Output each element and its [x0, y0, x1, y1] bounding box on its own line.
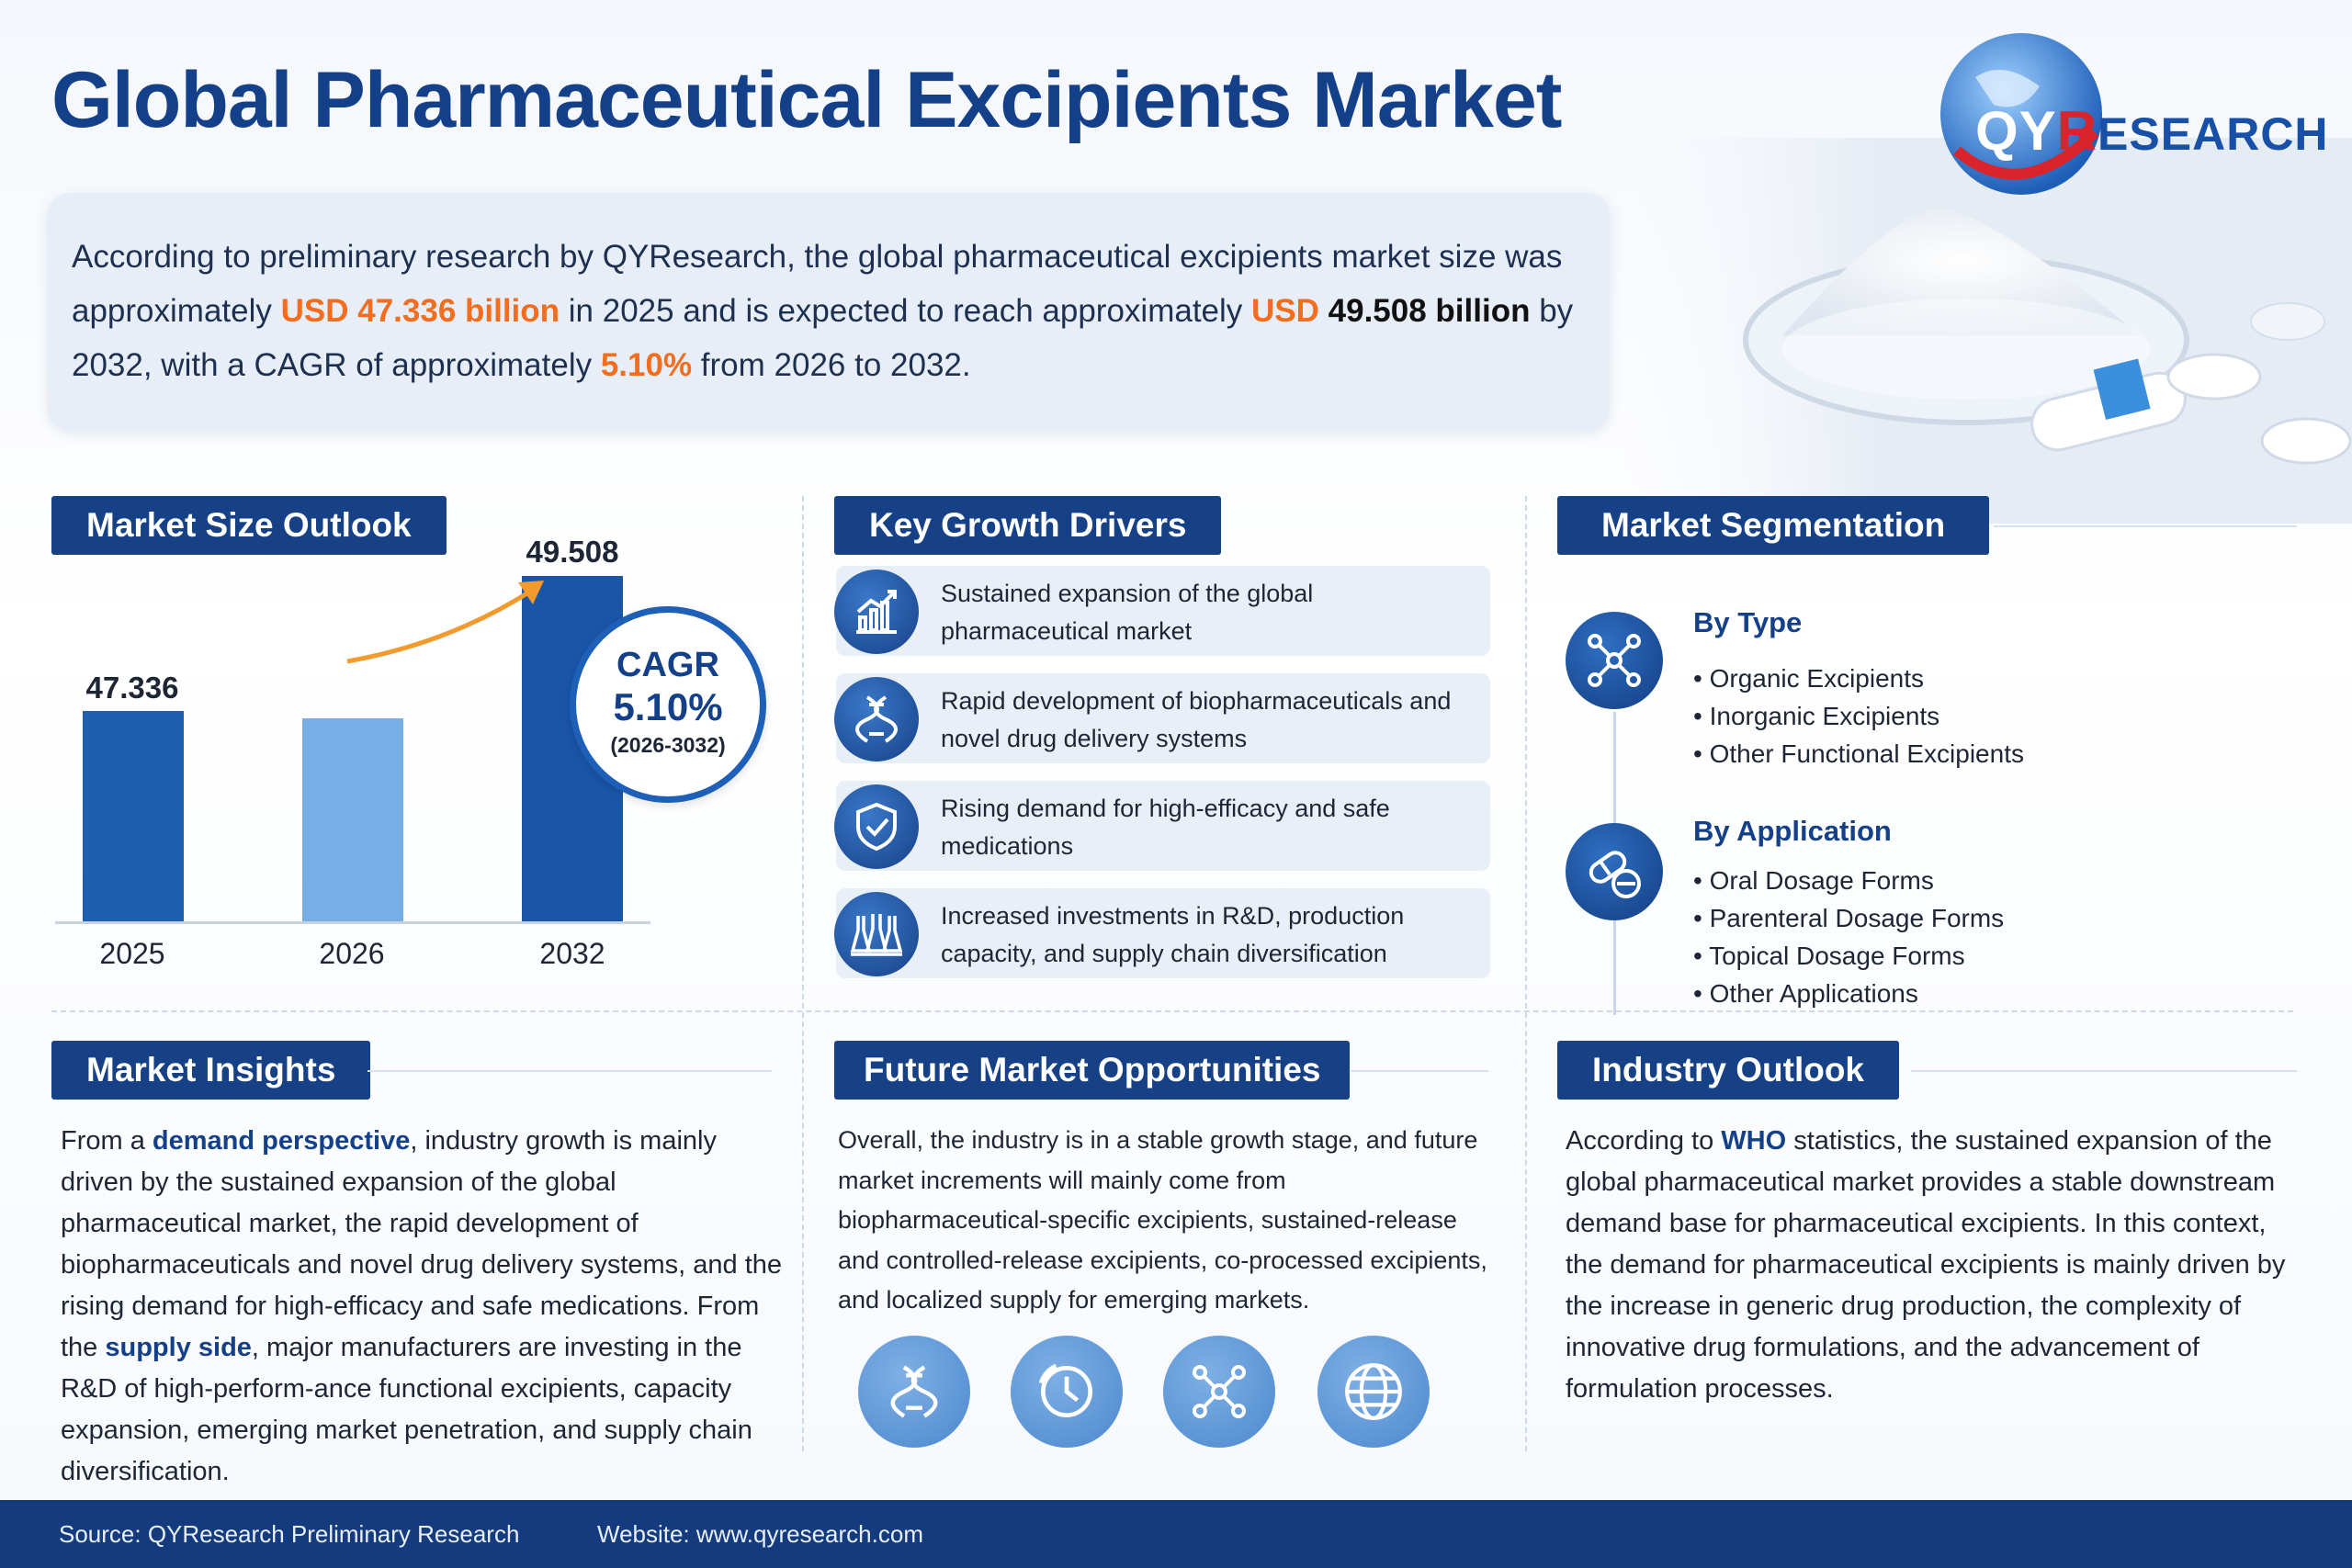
list-item: Oral Dosage Forms: [1693, 862, 2004, 899]
cagr-value-text: 5.10%: [600, 347, 693, 383]
segment-title-type: By Type: [1693, 606, 1803, 638]
header-rule: [1351, 1070, 1488, 1072]
bar-value-label-2025: 47.336: [85, 671, 179, 705]
x-tick-2026: 2026: [319, 937, 385, 970]
capsule-icon: [1566, 823, 1663, 920]
list-item: Organic Excipients: [1693, 660, 2024, 697]
footer-source: Source: QYResearch Preliminary Research: [59, 1520, 520, 1548]
cagr-value: 5.10%: [613, 685, 723, 728]
driver-item: Sustained expansion of the global pharma…: [834, 566, 1490, 656]
opportunities-paragraph: Overall, the industry is in a stable gro…: [838, 1126, 1487, 1314]
section-header-segmentation: Market Segmentation: [1557, 496, 1990, 555]
market-size-2032: 49.508 billion: [1318, 293, 1531, 329]
insights-paragraph: From a demand perspective, industry grow…: [61, 1126, 783, 1486]
network-icon: [1163, 1336, 1275, 1448]
growth-arrow: [346, 581, 544, 664]
list-item: Other Applications: [1693, 975, 2004, 1012]
powder-dish-image: [1626, 138, 2352, 524]
market-size-2025: USD 47.336 billion: [280, 293, 560, 329]
footer-bar: Source: QYResearch Preliminary Research …: [0, 1500, 2352, 1568]
section-header-opportunities: Future Market Opportunities: [834, 1041, 1351, 1100]
qyresearch-logo: [1940, 33, 2102, 195]
list-item: Topical Dosage Forms: [1693, 937, 2004, 975]
driver-text: Rapid development of biopharmaceuticals …: [941, 687, 1452, 752]
driver-item: Rising demand for high-efficacy and safe…: [834, 781, 1490, 871]
list-item: Parenteral Dosage Forms: [1693, 899, 2005, 937]
bar-2026: [302, 718, 403, 921]
segment-list-application: Oral Dosage Forms Parenteral Dosage Form…: [1693, 862, 2004, 1012]
chart-baseline: [55, 921, 650, 924]
section-header-insights: Market Insights: [51, 1041, 371, 1100]
driver-text: Sustained expansion of the global pharma…: [941, 580, 1314, 645]
header-rule: [368, 1070, 772, 1072]
lab-flask-icon: [834, 892, 919, 976]
section-header-outlook: Industry Outlook: [1557, 1041, 1899, 1100]
column-divider: [802, 496, 804, 1451]
driver-text: Rising demand for high-efficacy and safe…: [941, 795, 1390, 860]
section-header-market-size: Market Size Outlook: [51, 496, 447, 555]
bar-2025: [83, 711, 184, 921]
page-title: Global Pharmaceutical Excipients Market: [51, 56, 1562, 144]
shield-icon: [834, 784, 919, 869]
driver-item: Rapid development of biopharmaceuticals …: [834, 673, 1490, 763]
section-header-drivers: Key Growth Drivers: [834, 496, 1222, 555]
header-rule: [1994, 525, 2297, 527]
dna-icon: [834, 677, 919, 761]
column-divider: [1525, 496, 1527, 1451]
cagr-badge: CAGR 5.10% (2026-3032): [570, 606, 766, 803]
logo-wordmark: QYRESEARCH: [1975, 100, 2329, 162]
globe-icon: [1317, 1336, 1430, 1448]
intro-summary: According to preliminary research by QYR…: [48, 193, 1610, 430]
x-tick-2032: 2032: [539, 937, 605, 970]
list-item: Inorganic Excipients: [1693, 697, 2024, 735]
bar-value-label-2032: 49.508: [526, 535, 619, 569]
growth-chart-icon: [834, 570, 919, 654]
footer-website: Website: www.qyresearch.com: [597, 1520, 923, 1548]
molecule-icon: [1566, 612, 1663, 709]
cagr-range: (2026-3032): [610, 733, 726, 757]
x-tick-2025: 2025: [99, 937, 165, 970]
clock-icon: [1011, 1336, 1123, 1448]
segment-title-application: By Application: [1693, 815, 1892, 847]
outlook-paragraph: According to WHO statistics, the sustain…: [1566, 1126, 2286, 1404]
list-item: Other Functional Excipients: [1693, 735, 2024, 773]
cagr-label: CAGR: [616, 646, 719, 684]
driver-item: Increased investments in R&D, production…: [834, 888, 1490, 978]
driver-text: Increased investments in R&D, production…: [941, 902, 1405, 967]
dna-icon: [858, 1336, 970, 1448]
segment-list-type: Organic Excipients Inorganic Excipients …: [1693, 660, 2024, 773]
header-rule: [1911, 1070, 2297, 1072]
row-divider: [51, 1010, 2293, 1012]
